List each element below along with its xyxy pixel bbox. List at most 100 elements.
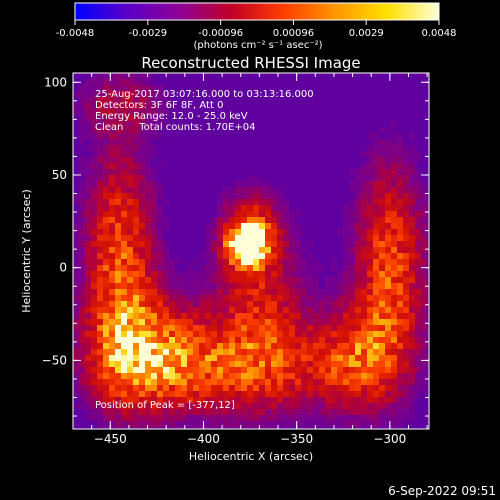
heatmap-cell (121, 277, 127, 283)
heatmap-cell (265, 223, 271, 229)
heatmap-cell (127, 115, 133, 121)
heatmap-cell (355, 253, 361, 259)
heatmap-cell (277, 391, 283, 397)
heatmap-cell (133, 85, 139, 91)
heatmap-cell (289, 403, 295, 409)
heatmap-cell (103, 235, 109, 241)
heatmap-cell (139, 133, 145, 139)
heatmap-cell (163, 289, 169, 295)
heatmap-cell (79, 325, 85, 331)
heatmap-cell (127, 235, 133, 241)
heatmap-cell (295, 343, 301, 349)
heatmap-cell (151, 199, 157, 205)
heatmap-cell (175, 337, 181, 343)
heatmap-cell (253, 223, 259, 229)
heatmap-cell (73, 295, 79, 301)
heatmap-cell (397, 313, 403, 319)
heatmap-cell (115, 211, 121, 217)
heatmap-cell (289, 331, 295, 337)
heatmap-cell (121, 211, 127, 217)
heatmap-cell (319, 379, 325, 385)
heatmap-cell (343, 367, 349, 373)
heatmap-cell (133, 211, 139, 217)
heatmap-cell (205, 313, 211, 319)
heatmap-cell (247, 193, 253, 199)
heatmap-cell (373, 427, 379, 429)
heatmap-cell (109, 127, 115, 133)
heatmap-cell (205, 397, 211, 403)
heatmap-cell (307, 361, 313, 367)
heatmap-cell (283, 319, 289, 325)
heatmap-cell (289, 295, 295, 301)
heatmap-cell (367, 217, 373, 223)
heatmap-cell (79, 91, 85, 97)
heatmap-cell (259, 217, 265, 223)
heatmap-cell (253, 289, 259, 295)
heatmap-cell (331, 283, 337, 289)
heatmap-cell (379, 337, 385, 343)
heatmap-cell (211, 229, 217, 235)
heatmap-cell (241, 283, 247, 289)
heatmap-cell (103, 367, 109, 373)
heatmap-cell (193, 325, 199, 331)
heatmap-cell (403, 355, 409, 361)
heatmap-cell (97, 217, 103, 223)
heatmap-cell (79, 157, 85, 163)
heatmap-cell (409, 181, 415, 187)
heatmap-cell (85, 247, 91, 253)
heatmap-cell (217, 199, 223, 205)
heatmap-cell (391, 139, 397, 145)
heatmap-cell (193, 301, 199, 307)
heatmap-cell (235, 181, 241, 187)
heatmap-cell (277, 199, 283, 205)
heatmap-cell (121, 193, 127, 199)
heatmap-cell (271, 301, 277, 307)
heatmap-cell (151, 277, 157, 283)
heatmap-cell (127, 355, 133, 361)
heatmap-cell (157, 265, 163, 271)
heatmap-cell (97, 163, 103, 169)
heatmap-cell (343, 295, 349, 301)
heatmap-cell (337, 415, 343, 421)
heatmap-cell (385, 145, 391, 151)
heatmap-cell (235, 247, 241, 253)
heatmap-cell (169, 313, 175, 319)
heatmap-cell (211, 241, 217, 247)
colorbar-units: (photons cm⁻² s⁻¹ asec⁻²) (193, 40, 322, 51)
heatmap-cell (349, 283, 355, 289)
heatmap-cell (301, 397, 307, 403)
heatmap-cell (187, 295, 193, 301)
plot-frame (72, 72, 430, 430)
heatmap-cell (313, 373, 319, 379)
heatmap-cell (343, 343, 349, 349)
heatmap-cell (307, 415, 313, 421)
heatmap-cell (391, 355, 397, 361)
heatmap-cell (397, 361, 403, 367)
heatmap-cell (259, 331, 265, 337)
heatmap-cell (79, 199, 85, 205)
heatmap-cell (361, 229, 367, 235)
heatmap-cell (109, 331, 115, 337)
heatmap-cell (97, 283, 103, 289)
heatmap-cell (127, 91, 133, 97)
heatmap-cell (73, 379, 79, 385)
heatmap-cell (331, 307, 337, 313)
heatmap-cell (403, 217, 409, 223)
heatmap-cell (271, 211, 277, 217)
heatmap-cell (85, 133, 91, 139)
heatmap-cell (223, 373, 229, 379)
heatmap-cell (97, 133, 103, 139)
heatmap-cell (229, 235, 235, 241)
heatmap-cell (91, 181, 97, 187)
heatmap-cell (241, 253, 247, 259)
heatmap-cell (253, 385, 259, 391)
heatmap-cell (247, 415, 253, 421)
heatmap-cell (427, 241, 429, 247)
heatmap-cell (253, 241, 259, 247)
heatmap-cell (115, 385, 121, 391)
heatmap-cell (229, 307, 235, 313)
heatmap-cell (391, 289, 397, 295)
heatmap-cell (187, 409, 193, 415)
heatmap-cell (247, 223, 253, 229)
heatmap-cell (259, 343, 265, 349)
